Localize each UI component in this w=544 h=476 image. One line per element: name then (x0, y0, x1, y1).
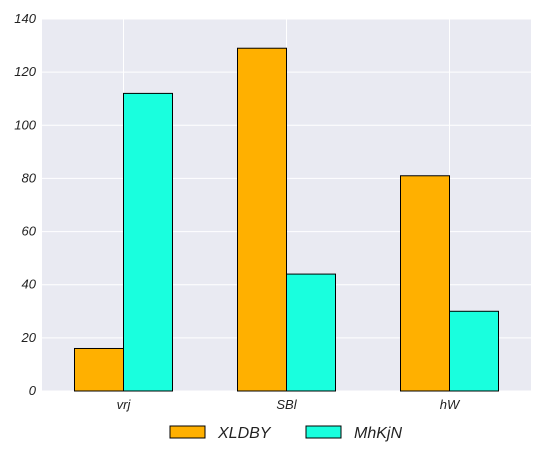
x-tick-label: SBl (276, 397, 297, 412)
legend-label-MhKjN: MhKjN (354, 425, 402, 442)
legend-swatch-MhKjN (305, 425, 342, 439)
legend: XLDBY MhKjN (169, 425, 402, 442)
x-tick-label: hW (440, 397, 461, 412)
legend-swatch-XLDBY (169, 425, 206, 439)
bar-XLDBY-vrj (74, 347, 124, 392)
y-tick-label: 20 (21, 330, 37, 345)
y-tick-label: 80 (22, 170, 37, 185)
x-tick-label: vrj (117, 397, 132, 412)
y-tick-label: 120 (14, 64, 36, 79)
y-tick-label: 60 (22, 224, 37, 239)
x-axis-ticks: vrj SBl hW (117, 397, 461, 412)
bars (74, 47, 499, 392)
y-tick-label: 100 (14, 117, 36, 132)
bar-MhKjN-vrj (123, 92, 173, 392)
bar-MhKjN-SBl (286, 273, 336, 392)
y-tick-label: 140 (14, 11, 36, 26)
bar-XLDBY-hW (400, 175, 450, 392)
bar-MhKjN-hW (449, 310, 499, 392)
y-axis-ticks: 0 20 40 60 80 100 120 140 (14, 11, 36, 398)
legend-label-XLDBY: XLDBY (217, 425, 272, 442)
y-tick-label: 40 (22, 277, 37, 292)
bar-XLDBY-SBl (237, 47, 287, 392)
y-tick-label: 0 (29, 383, 37, 398)
